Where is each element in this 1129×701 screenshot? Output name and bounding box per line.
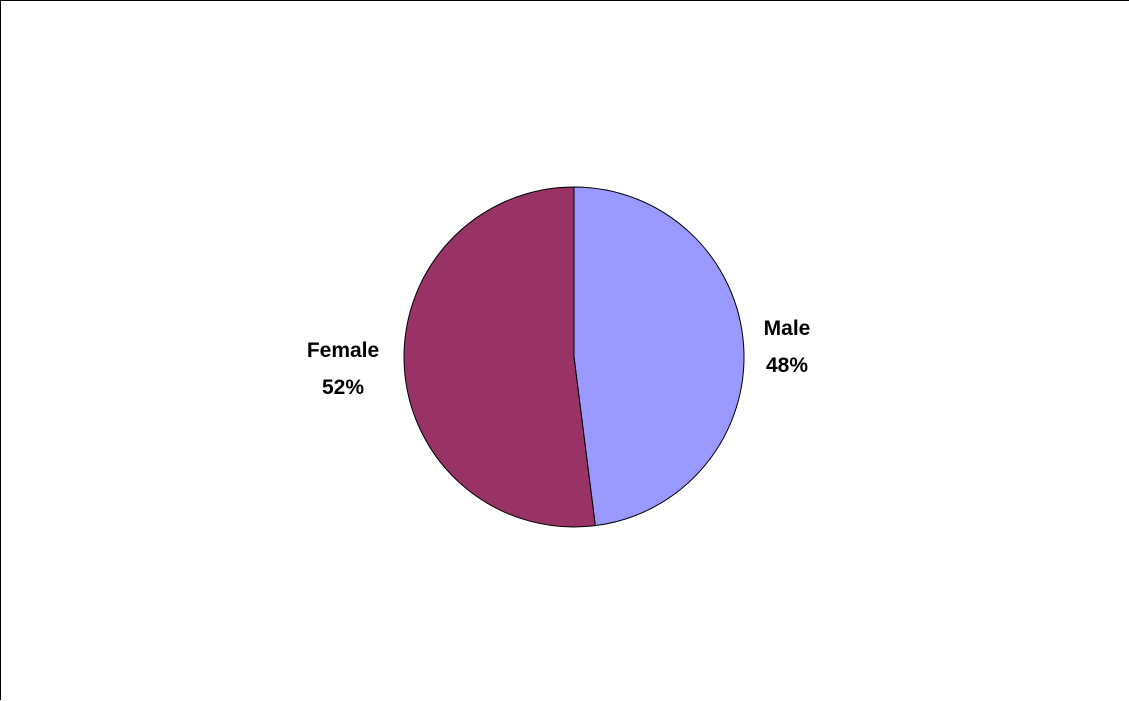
slice-label-male-percent: 48% bbox=[766, 354, 808, 377]
slice-label-female-percent: 52% bbox=[322, 376, 364, 399]
slice-label-female-name: Female bbox=[307, 339, 379, 362]
slice-label-male-name: Male bbox=[764, 317, 811, 340]
pie-labels: Male 48% Female 52% bbox=[307, 317, 811, 399]
pie-slice-male bbox=[573, 186, 745, 527]
pie-slice-female bbox=[403, 186, 596, 528]
pie-slices bbox=[403, 186, 745, 528]
